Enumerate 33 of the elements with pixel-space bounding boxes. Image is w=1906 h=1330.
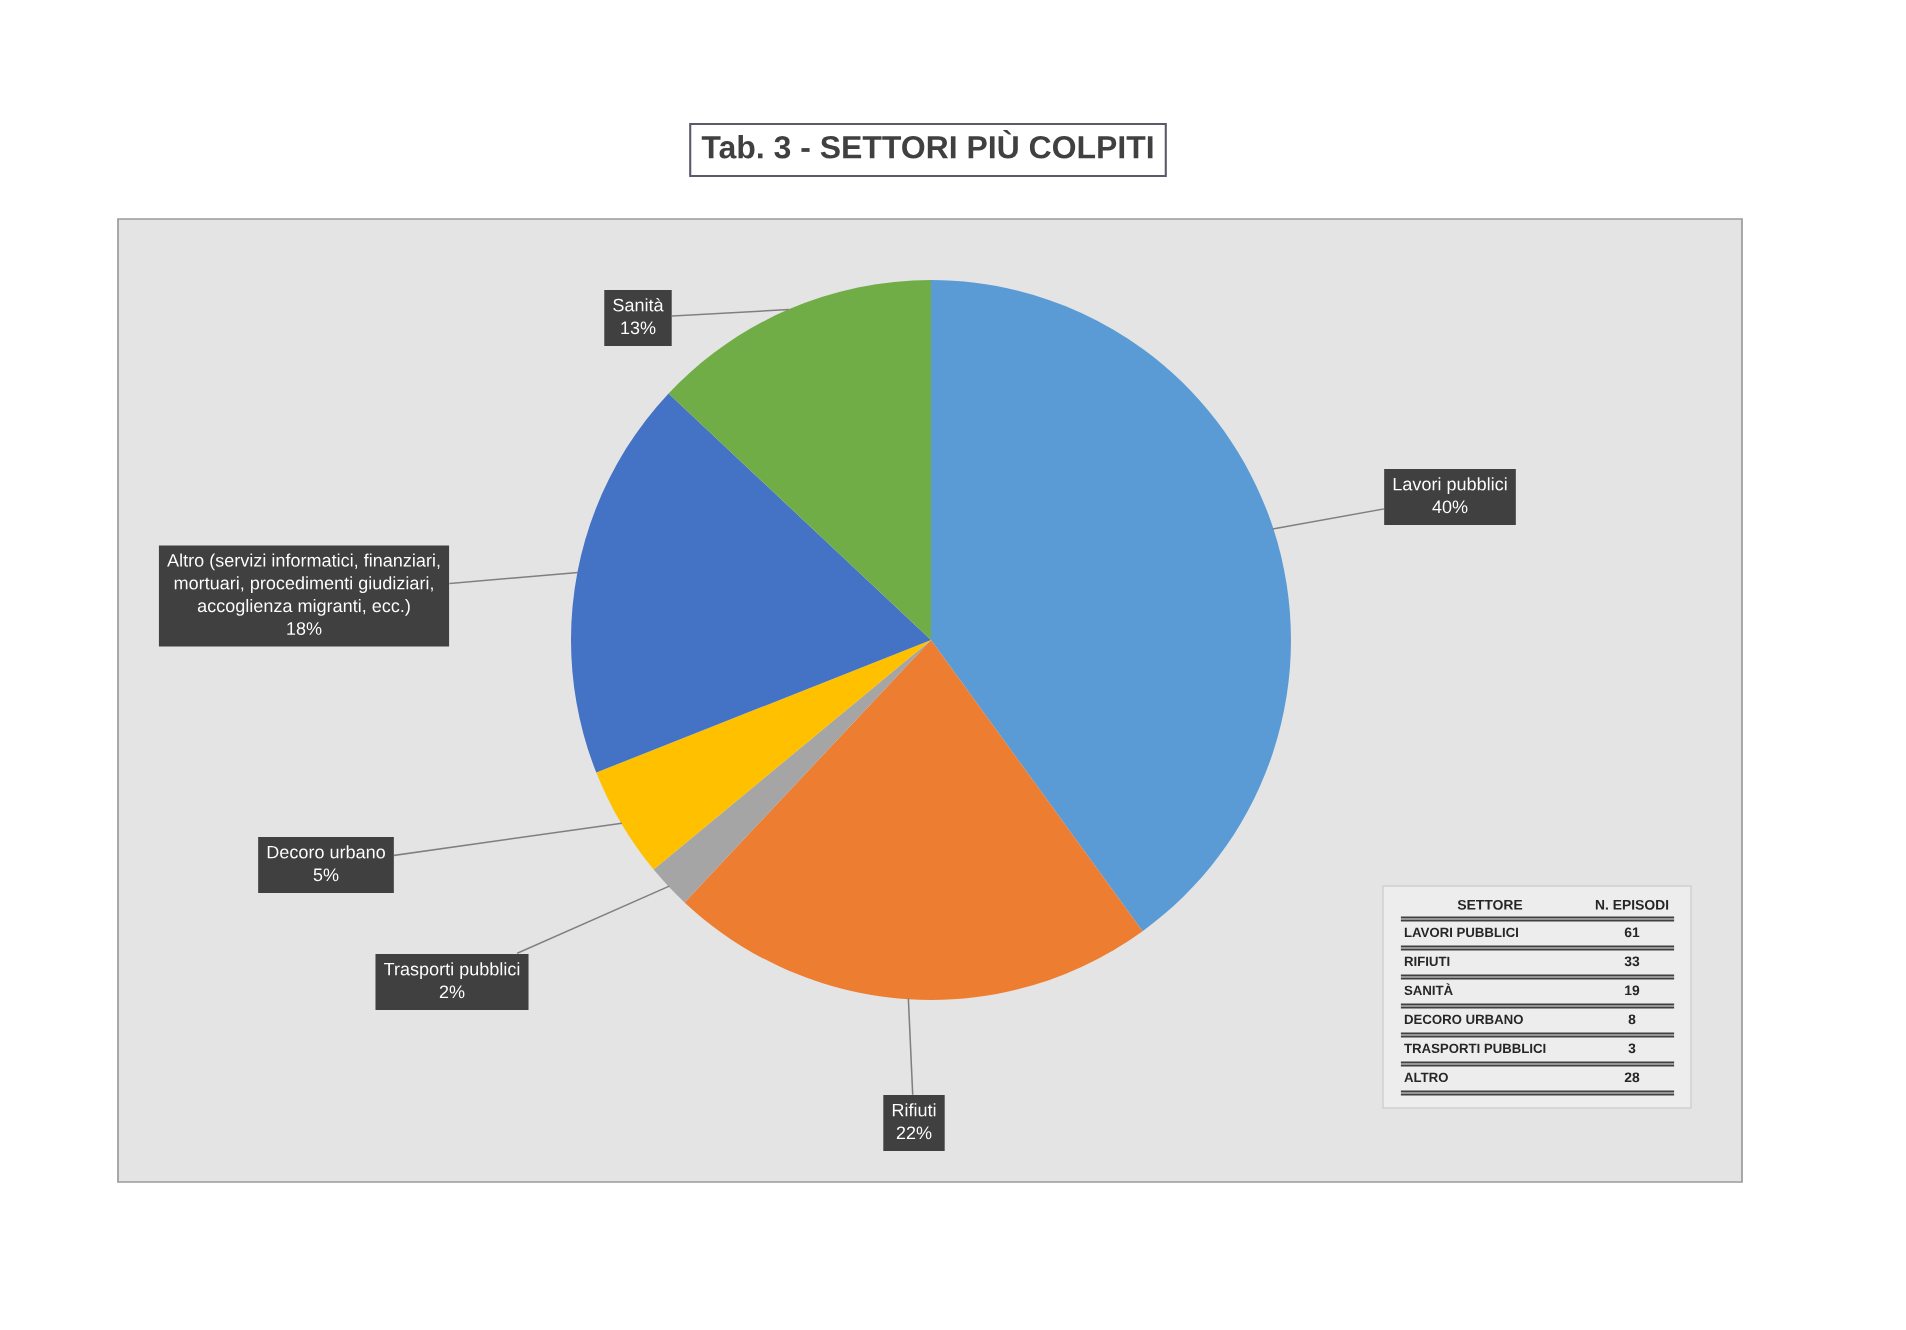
data-label: 3 (1628, 1043, 1636, 1054)
pie-slice (653, 640, 931, 903)
data-label: 2% (439, 985, 465, 999)
slice-label: Rifiuti (892, 1103, 936, 1117)
data-label: 61 (1624, 927, 1640, 938)
chart-title: Tab. 3 - SETTORI PIÙ COLPITI (701, 129, 1153, 159)
data-label: 22% (896, 1126, 932, 1140)
pie-slice (668, 280, 931, 640)
text: N. EPISODI (1595, 899, 1669, 910)
data-label: 19 (1625, 985, 1640, 996)
slice-label: Trasporti pubblici (384, 962, 520, 980)
pie-slice (571, 393, 931, 773)
category-label: LAVORI PUBBLICI (1404, 927, 1518, 938)
slice-label: Sanità (613, 298, 664, 312)
data-label: 40% (1432, 500, 1468, 514)
category-label: TRASPORTI PUBBLICI (1404, 1043, 1546, 1054)
pie-slice (931, 280, 1291, 932)
data-label: 33 (1624, 956, 1640, 967)
data-label: 8 (1628, 1014, 1636, 1025)
category-label: SANITÀ (1404, 983, 1453, 996)
pie-slice (684, 640, 1143, 1000)
data-label: 28 (1624, 1072, 1640, 1083)
slice-label: Decoro urbano (267, 845, 385, 859)
data-label: 5% (313, 868, 339, 882)
slice-label: Lavori pubblici (1393, 477, 1507, 495)
text: SETTORE (1457, 899, 1523, 910)
category-label: DECORO URBANO (1404, 1014, 1523, 1025)
data-label: 18% (287, 622, 322, 635)
category-label: RIFIUTI (1404, 956, 1450, 967)
category-label: ALTRO (1404, 1072, 1448, 1083)
data-label: 13% (621, 321, 656, 335)
pie-slice (596, 640, 931, 870)
slice-label: Altro (servizi informatici, finanziari, mortuari, procedimenti giudiziari, accoglienza migranti, ecc.) (167, 553, 440, 616)
